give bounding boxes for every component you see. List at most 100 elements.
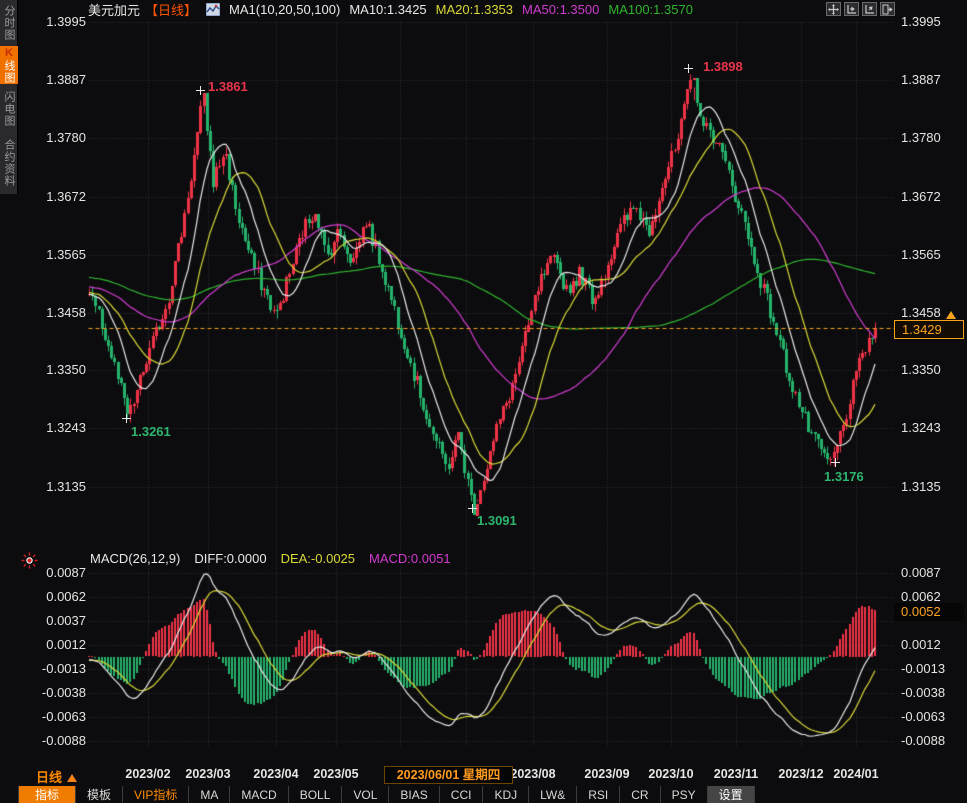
macd-diff-value: DIFF:0.0000: [194, 551, 267, 566]
macd-tick-right: 0.0012: [901, 637, 941, 652]
toolbar-tab-lw[interactable]: LW&: [528, 786, 576, 803]
macd-title: MACD(26,12,9): [90, 551, 181, 566]
price-tick-right: 1.3350: [901, 362, 941, 377]
price-tick-left: 1.3887: [46, 72, 86, 87]
crosshair-date-badge: 2023/06/01 星期四: [384, 766, 513, 784]
ma100-value: MA100:1.3570: [608, 2, 693, 17]
period-selector-label: 日线: [36, 770, 63, 785]
toolbar-tab-macd[interactable]: MACD: [229, 786, 287, 803]
period-selector[interactable]: 日线: [36, 767, 78, 786]
annotation-high1: 1.3861: [208, 79, 248, 94]
ma-settings-label: MA1(10,20,50,100): [229, 2, 341, 17]
price-tick-left: 1.3350: [46, 362, 86, 377]
toolbar-tab-ma[interactable]: MA: [188, 786, 229, 803]
toolbar-tab-boll[interactable]: BOLL: [287, 786, 342, 803]
time-axis: 日线 2023/02 2023/03 2023/04 2023/05 2023/…: [0, 766, 967, 785]
sidebar-tab-flash-chart[interactable]: 闪电图: [3, 91, 15, 127]
macd-tick-left: -0.0063: [41, 709, 86, 724]
chart-header: 美元加元 【日线】 MA1(10,20,50,100) MA10:1.3425 …: [88, 1, 693, 18]
time-tick: 2023/05: [313, 767, 359, 781]
toolbar-tab-template[interactable]: 模板: [75, 786, 122, 803]
symbol-name: 美元加元: [88, 3, 141, 18]
time-tick: 2023/02: [125, 767, 171, 781]
left-sidebar: 分时图 K线图 闪电图 合约资料: [0, 0, 18, 803]
price-tick-right: 1.3780: [901, 130, 941, 145]
toolbar-tab-kdj[interactable]: KDJ: [482, 786, 528, 803]
price-tick-right: 1.3458: [901, 305, 941, 320]
current-price-badge: 1.3429: [894, 320, 964, 339]
toolbar-tab-vip-indicator[interactable]: VIP指标: [122, 786, 188, 803]
crosshair-move-icon[interactable]: [826, 2, 841, 16]
toolbar-tab-indicator[interactable]: 指标: [18, 786, 76, 803]
time-tick: 2023/08: [510, 767, 556, 781]
price-up-arrow-icon: [946, 311, 956, 319]
annotation-low2: 1.3091: [477, 513, 517, 528]
macd-tick-right: 0.0062: [901, 589, 941, 604]
price-tick-left: 1.3565: [46, 247, 86, 262]
triangle-up-icon: [67, 774, 78, 782]
sidebar-tab-kline-accent: K: [3, 46, 15, 60]
sidebar-tab-time-chart[interactable]: 分时图: [3, 5, 15, 41]
price-tick-left: 1.3780: [46, 130, 86, 145]
macd-tick-left: 0.0012: [46, 637, 86, 652]
toolbar-tab-settings[interactable]: 设置: [706, 786, 755, 803]
toolbar-tab-cci[interactable]: CCI: [438, 786, 483, 803]
price-tick-right: 1.3565: [901, 247, 941, 262]
toolbar-tab-bias[interactable]: BIAS: [388, 786, 438, 803]
macd-hist-value: MACD:0.0051: [369, 551, 451, 566]
price-tick-right: 1.3887: [901, 72, 941, 87]
annotation-low3: 1.3176: [824, 469, 864, 484]
price-tick-right: 1.3135: [901, 479, 941, 494]
zoom-price-axis-icon[interactable]: [862, 2, 877, 16]
macd-tick-left: 0.0087: [46, 565, 86, 580]
toolbar-tab-cr[interactable]: CR: [619, 786, 659, 803]
sidebar-tab-contract-info[interactable]: 合约资料: [3, 139, 15, 187]
annotation-low1: 1.3261: [131, 424, 171, 439]
macd-current-value-badge: 0.0052: [894, 603, 964, 621]
chart-tools: [826, 2, 895, 16]
price-tick-right: 1.3672: [901, 189, 941, 204]
macd-tick-right: -0.0088: [901, 733, 946, 748]
time-tick: 2023/10: [648, 767, 694, 781]
macd-tick-left: -0.0088: [41, 733, 86, 748]
indicator-marker-icon: [21, 552, 38, 574]
macd-tick-right: -0.0038: [901, 685, 946, 700]
toolbar-tab-rsi[interactable]: RSI: [576, 786, 619, 803]
price-tick-left: 1.3135: [46, 479, 86, 494]
indicator-toolbar: 指标 模板 VIP指标 MA MACD BOLL VOL BIAS CCI KD…: [18, 786, 755, 803]
toolbar-tab-psy[interactable]: PSY: [659, 786, 707, 803]
macd-header: MACD(26,12,9) DIFF:0.0000 DEA:-0.0025 MA…: [90, 551, 451, 566]
price-tick-left: 1.3995: [46, 14, 86, 29]
macd-tick-right: -0.0013: [901, 661, 946, 676]
macd-dea-value: DEA:-0.0025: [280, 551, 356, 566]
macd-tick-right: 0.0087: [901, 565, 941, 580]
price-tick-right: 1.3995: [901, 14, 941, 29]
low-marker-cross: [468, 504, 477, 513]
macd-tick-left: -0.0038: [41, 685, 86, 700]
period-tag: 【日线】: [145, 3, 198, 18]
pan-chart-icon[interactable]: [880, 2, 895, 16]
sidebar-tab-kline-rest: 线图: [3, 59, 15, 84]
macd-tick-left: -0.0013: [41, 661, 86, 676]
time-tick: 2023/09: [584, 767, 630, 781]
price-tick-right: 1.3243: [901, 420, 941, 435]
low-marker-cross: [122, 414, 131, 423]
zoom-time-axis-icon[interactable]: [844, 2, 859, 16]
high-marker-cross: [684, 64, 693, 73]
ma10-value: MA10:1.3425: [349, 2, 427, 17]
annotation-high2: 1.3898: [703, 59, 743, 74]
ma20-value: MA20:1.3353: [435, 2, 514, 17]
time-tick: 2024/01: [833, 767, 879, 781]
sidebar-tab-kline-chart[interactable]: K线图: [0, 46, 18, 84]
macd-tick-right: -0.0063: [901, 709, 946, 724]
line-chart-icon: [205, 2, 221, 17]
time-tick: 2023/04: [253, 767, 299, 781]
macd-tick-left: 0.0062: [46, 589, 86, 604]
time-tick: 2023/11: [713, 767, 759, 781]
price-tick-left: 1.3672: [46, 189, 86, 204]
time-tick: 2023/03: [185, 767, 231, 781]
high-marker-cross: [196, 86, 205, 95]
toolbar-tab-vol[interactable]: VOL: [341, 786, 388, 803]
